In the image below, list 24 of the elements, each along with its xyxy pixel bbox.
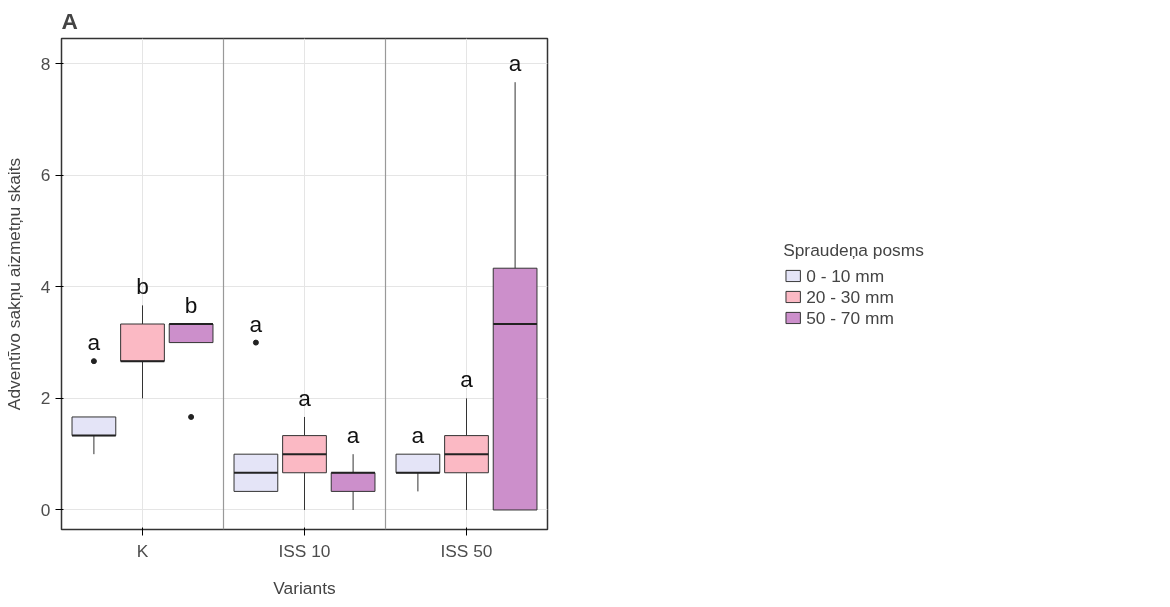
x-axis-title: Variants [273,577,336,598]
legend-label: 20 - 30 mm [806,286,894,307]
annotation: a [411,422,425,449]
legend-label: 50 - 70 mm [806,307,894,328]
y-tick-label: 0 [40,499,51,520]
legend-title: Spraudeņa posms [783,239,924,260]
annotation: a [508,50,522,77]
y-tick-label: 8 [40,53,51,74]
y-axis-title: Adventīvo sakņu aizmetņu skaits [3,157,24,411]
x-tick-label: K [136,540,149,561]
annotation: a [87,329,101,356]
annotation: a [346,422,360,449]
y-tick-label: 6 [40,165,51,186]
y-tick-label: 2 [40,388,51,409]
chart-title: A [61,7,78,34]
legend-label: 0 - 10 mm [806,265,885,286]
annotation: b [184,292,198,319]
annotation: a [298,384,312,411]
y-tick-label: 4 [40,276,51,297]
x-tick-label: ISS 50 [440,540,493,561]
x-tick-label: ISS 10 [278,540,331,561]
annotation: a [249,310,263,337]
annotation: b [136,273,149,300]
annotation: a [460,366,474,393]
